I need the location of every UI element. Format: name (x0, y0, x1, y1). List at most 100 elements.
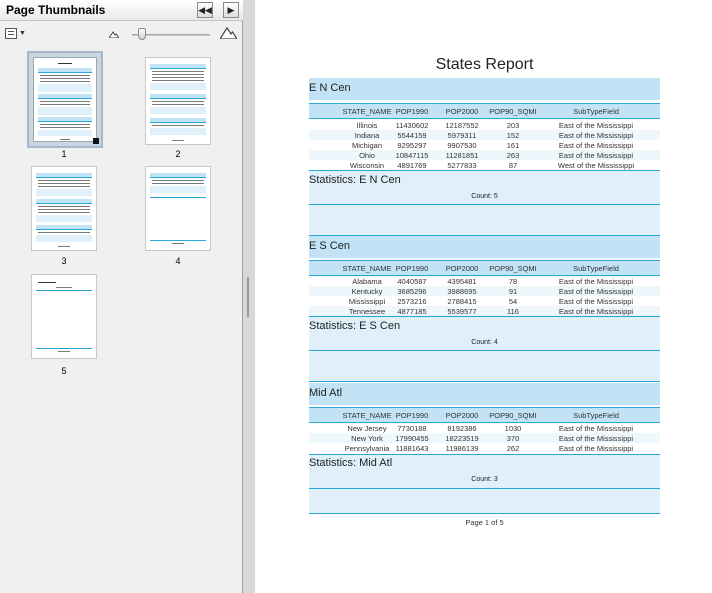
stats-rule (309, 454, 660, 455)
cell-pop2000: 5539577 (447, 307, 477, 316)
cell-subtype: East of the Mississippi (558, 444, 634, 453)
group-count: Count: 3 (471, 476, 498, 483)
col-pop90-sqmi: POP90_SQMI (489, 107, 537, 116)
col-pop1990: POP1990 (395, 264, 429, 273)
group-count: Count: 5 (471, 193, 498, 200)
zoom-in-mountain-icon[interactable] (220, 26, 237, 39)
group-name: E S Cen (309, 240, 350, 252)
cell-subtype: East of the Mississippi (558, 277, 634, 286)
zoom-out-mountain-icon[interactable] (109, 30, 119, 38)
cell-state: Tennessee (348, 307, 386, 316)
cell-pop1990: 11881643 (395, 444, 429, 453)
cell-subtype: East of the Mississippi (558, 297, 634, 306)
stats-rule (309, 235, 660, 236)
table-row: New Jersey 7730188 8192386 1030 East of … (309, 423, 660, 433)
stats-rule (309, 350, 660, 351)
col-subtypefield: SubTypeField (573, 411, 619, 420)
stats-band (309, 455, 660, 488)
table-row: Illinois 11430602 12187552 203 East of t… (309, 120, 660, 130)
column-header-row: STATE_NAME POP1990 POP2000 POP90_SQMI Su… (309, 103, 660, 119)
cell-pop90-sqmi: 263 (506, 151, 520, 160)
cell-subtype: East of the Mississippi (558, 434, 634, 443)
table-row: New York 17990455 18223519 370 East of t… (309, 433, 660, 443)
panel-header: Page Thumbnails ◀◀ ▶ (0, 0, 243, 21)
cell-state: Indiana (354, 131, 380, 140)
cell-subtype: East of the Mississippi (558, 151, 634, 160)
col-pop1990: POP1990 (395, 411, 429, 420)
cell-pop90-sqmi: 1030 (504, 424, 522, 433)
col-state-name: STATE_NAME (342, 411, 392, 420)
thumbnail-page-4[interactable] (145, 166, 211, 251)
thumbnail-size-slider-track[interactable] (132, 34, 210, 36)
collapse-panel-button[interactable]: ◀◀ (197, 2, 213, 18)
thumbnail-page-3[interactable] (31, 166, 97, 251)
group-name: Mid Atl (309, 387, 343, 399)
group-header: E N Cen (309, 78, 660, 100)
cell-state: Pennsylvania (344, 444, 390, 453)
col-pop2000: POP2000 (445, 264, 479, 273)
table-row: Tennessee 4877185 5539577 116 East of th… (309, 306, 660, 316)
cell-pop1990: 17990455 (395, 434, 429, 443)
cell-pop90-sqmi: 116 (507, 307, 519, 316)
options-menu-button[interactable]: ▼ (5, 27, 26, 42)
thumbnail-label-1: 1 (61, 149, 67, 159)
group-count: Count: 4 (471, 339, 498, 346)
cell-pop90-sqmi: 262 (506, 444, 520, 453)
cell-pop2000: 4395481 (447, 277, 477, 286)
options-icon (5, 28, 17, 39)
panel-next-icon[interactable]: ▶ (223, 2, 239, 18)
col-pop1990: POP1990 (395, 107, 429, 116)
cell-state: Michigan (351, 141, 382, 150)
col-pop90-sqmi: POP90_SQMI (489, 264, 537, 273)
stats-rule (309, 316, 660, 317)
stats-band (309, 351, 660, 381)
cell-pop2000: 2788415 (447, 297, 477, 306)
cell-state: Alabama (352, 277, 382, 286)
group-header: E S Cen (309, 236, 660, 258)
splitter-grip[interactable] (247, 277, 249, 317)
thumbnail-label-3: 3 (61, 256, 67, 266)
cell-pop1990: 4891769 (397, 161, 427, 170)
table-row: Wisconsin 4891769 5277833 87 West of the… (309, 160, 660, 170)
cell-pop1990: 10847115 (395, 151, 429, 160)
table-row: Kentucky 3685296 3988695 91 East of the … (309, 286, 660, 296)
report-title: States Report (435, 56, 534, 73)
stats-band (309, 205, 660, 235)
thumbnail-page-5[interactable] (31, 274, 97, 359)
cell-pop90-sqmi: 161 (506, 141, 520, 150)
cell-pop2000: 18223519 (445, 434, 479, 443)
thumbnail-page-1-frame[interactable] (27, 51, 103, 148)
column-header-row: STATE_NAME POP1990 POP2000 POP90_SQMI Su… (309, 260, 660, 276)
stats-band (309, 317, 660, 350)
thumbnail-size-slider-thumb[interactable] (138, 28, 146, 40)
thumbnail-page-1[interactable] (33, 57, 97, 142)
cell-state: Illinois (356, 121, 378, 130)
stats-title: Statistics: E N Cen (309, 174, 401, 186)
cell-subtype: East of the Mississippi (558, 141, 634, 150)
cell-pop2000: 11986139 (445, 444, 479, 453)
panel-splitter[interactable] (243, 0, 255, 593)
table-row: Indiana 5544159 5979311 152 East of the … (309, 130, 660, 140)
thumbnail-page-2[interactable] (145, 57, 211, 145)
col-subtypefield: SubTypeField (573, 107, 619, 116)
cell-subtype: East of the Mississippi (558, 287, 634, 296)
cell-pop90-sqmi: 370 (506, 434, 520, 443)
stats-rule (309, 513, 660, 514)
cell-pop2000: 9907530 (447, 141, 477, 150)
chevron-down-icon: ▼ (19, 30, 26, 37)
cell-subtype: East of the Mississippi (558, 424, 634, 433)
cell-pop1990: 11430602 (395, 121, 429, 130)
thumbnail-label-4: 4 (175, 256, 181, 266)
col-pop2000: POP2000 (445, 107, 479, 116)
current-page-marker (93, 138, 99, 144)
thumbnail-label-5: 5 (61, 366, 67, 376)
stats-rule (309, 488, 660, 489)
cell-subtype: West of the Mississippi (557, 161, 635, 170)
table-row: Mississippi 2573216 2788415 54 East of t… (309, 296, 660, 306)
col-state-name: STATE_NAME (342, 264, 392, 273)
stats-rule (309, 204, 660, 205)
table-row: Ohio 10847115 11281851 263 East of the M… (309, 150, 660, 160)
cell-pop1990: 9295297 (397, 141, 427, 150)
cell-pop2000: 8192386 (447, 424, 477, 433)
table-row: Pennsylvania 11881643 11986139 262 East … (309, 443, 660, 453)
